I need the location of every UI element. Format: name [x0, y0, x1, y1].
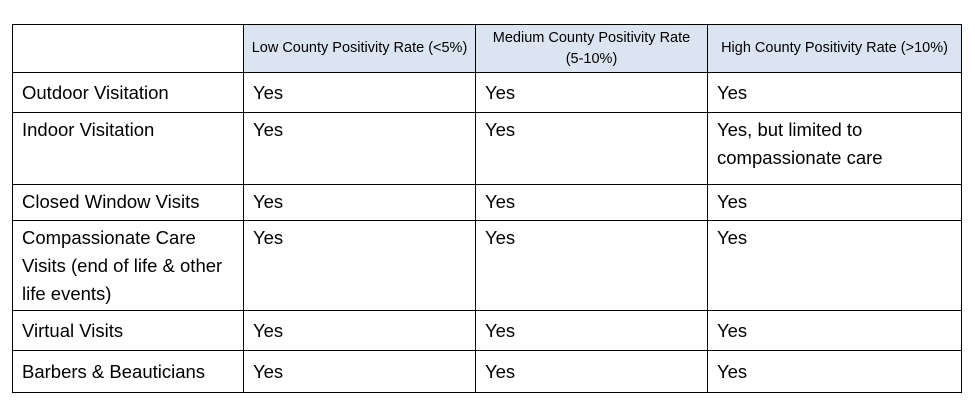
cell-high: Yes	[707, 72, 962, 113]
header-medium-positivity: Medium County Positivity Rate (5-10%)	[475, 24, 708, 73]
table-row: Closed Window Visits Yes Yes Yes	[12, 184, 962, 221]
header-low-positivity: Low County Positivity Rate (<5%)	[243, 24, 476, 73]
table-row: Compassionate Care Visits (end of life &…	[12, 220, 962, 311]
row-label: Outdoor Visitation	[12, 72, 244, 113]
table-row: Virtual Visits Yes Yes Yes	[12, 310, 962, 351]
cell-high: Yes	[707, 220, 962, 311]
cell-high: Yes	[707, 310, 962, 351]
cell-medium: Yes	[475, 72, 708, 113]
cell-high: Yes	[707, 350, 962, 393]
row-label: Closed Window Visits	[12, 184, 244, 221]
cell-medium: Yes	[475, 350, 708, 393]
table-row: Barbers & Beauticians Yes Yes Yes	[12, 350, 962, 393]
cell-low: Yes	[243, 112, 476, 185]
cell-low: Yes	[243, 72, 476, 113]
cell-low: Yes	[243, 184, 476, 221]
row-label: Virtual Visits	[12, 310, 244, 351]
table-row: Outdoor Visitation Yes Yes Yes	[12, 72, 962, 113]
table-row: Indoor Visitation Yes Yes Yes, but limit…	[12, 112, 962, 185]
cell-low: Yes	[243, 350, 476, 393]
cell-low: Yes	[243, 310, 476, 351]
cell-medium: Yes	[475, 310, 708, 351]
cell-medium: Yes	[475, 184, 708, 221]
visitation-table: Low County Positivity Rate (<5%) Medium …	[12, 24, 962, 393]
cell-high: Yes, but limited to compassionate care	[707, 112, 962, 185]
row-label: Compassionate Care Visits (end of life &…	[12, 220, 244, 311]
header-corner-cell	[12, 24, 244, 73]
table-header-row: Low County Positivity Rate (<5%) Medium …	[12, 24, 962, 73]
cell-medium: Yes	[475, 112, 708, 185]
row-label: Barbers & Beauticians	[12, 350, 244, 393]
cell-low: Yes	[243, 220, 476, 311]
cell-high: Yes	[707, 184, 962, 221]
header-high-positivity: High County Positivity Rate (>10%)	[707, 24, 962, 73]
cell-medium: Yes	[475, 220, 708, 311]
row-label: Indoor Visitation	[12, 112, 244, 185]
